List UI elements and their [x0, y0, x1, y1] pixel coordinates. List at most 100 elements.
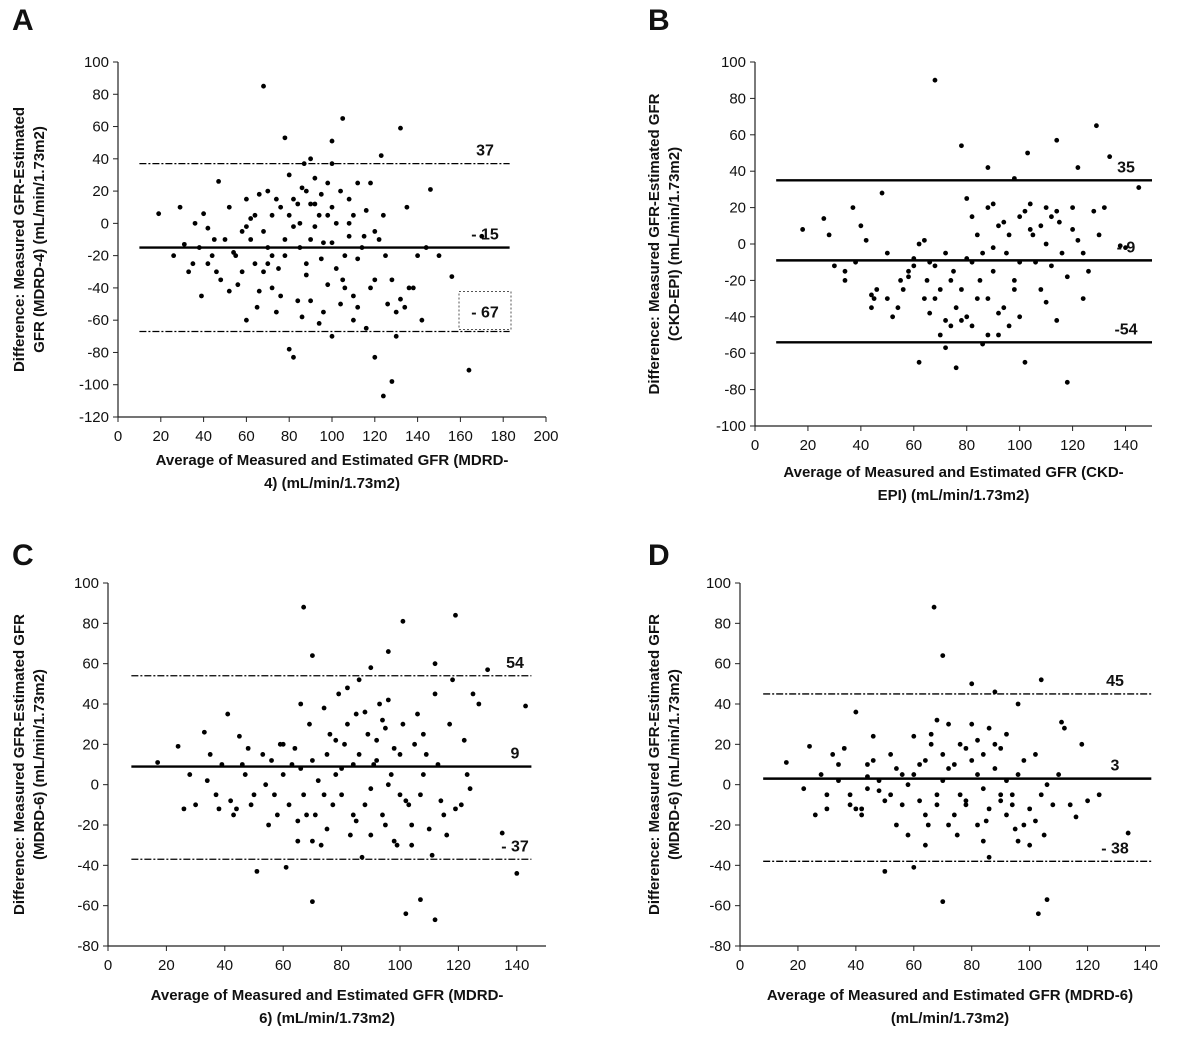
- data-point: [329, 138, 335, 144]
- data-point: [374, 737, 380, 743]
- panel-letter: C: [12, 539, 34, 572]
- data-point: [295, 818, 301, 824]
- data-point: [888, 752, 894, 757]
- data-point: [990, 268, 996, 274]
- y-axis-label-line-1: Difference: Measured GFR-Estimated: [11, 107, 28, 372]
- x-tick-label: 200: [533, 428, 558, 445]
- data-point: [954, 832, 960, 838]
- x-tick-label: 120: [1075, 957, 1100, 974]
- data-point: [304, 812, 309, 818]
- data-point: [269, 212, 275, 218]
- y-tick-label: 60: [92, 119, 109, 136]
- data-point: [321, 240, 326, 246]
- data-point: [1022, 208, 1028, 214]
- data-point: [1011, 176, 1017, 181]
- data-point: [969, 721, 975, 727]
- data-point: [418, 897, 423, 903]
- data-point: [389, 277, 395, 283]
- data-point: [308, 237, 313, 242]
- data-point: [1059, 250, 1065, 256]
- data-point: [932, 263, 938, 269]
- data-point: [265, 188, 271, 194]
- data-point: [959, 318, 964, 323]
- data-point: [301, 161, 307, 167]
- data-point: [312, 224, 318, 229]
- data-point: [1096, 792, 1102, 798]
- y-tick-label: 100: [84, 54, 109, 71]
- y-tick-label: 100: [706, 575, 731, 592]
- y-tick-label: -60: [709, 898, 731, 915]
- data-point: [1062, 725, 1067, 731]
- data-point: [228, 798, 234, 804]
- data-point: [948, 323, 954, 329]
- data-point: [1044, 897, 1050, 903]
- data-point: [342, 253, 348, 259]
- panel-c: C Difference: Measured GFR-Estimated GFR…: [11, 539, 546, 1027]
- plot-area: -100 -80 -60 -40 -20 0 20 40 60 80 100 0 20 40 60 80 100…: [716, 54, 1152, 454]
- data-point: [274, 812, 280, 818]
- data-point: [329, 161, 335, 167]
- data-point: [441, 812, 447, 818]
- data-point: [884, 296, 890, 301]
- data-point: [201, 211, 207, 217]
- data-point: [216, 179, 221, 184]
- data-point: [1107, 154, 1113, 160]
- data-point: [435, 762, 441, 767]
- data-point: [905, 832, 911, 838]
- data-point: [432, 661, 438, 667]
- data-point: [977, 278, 983, 283]
- data-point: [211, 237, 217, 242]
- plot-area: -80 -60 -40 -20 0 20 40 60 80 100 0 20 40 60 80 100 120 1…: [706, 575, 1160, 974]
- data-point: [1021, 758, 1027, 763]
- data-point: [911, 263, 917, 269]
- x-tick-label: 100: [319, 428, 344, 445]
- data-point: [295, 298, 301, 304]
- data-point: [969, 323, 975, 329]
- data-point: [347, 832, 353, 838]
- data-point: [278, 293, 284, 299]
- data-point: [983, 818, 989, 824]
- data-point: [916, 241, 922, 247]
- y-tick-label: 0: [101, 215, 109, 232]
- data-point: [403, 911, 409, 917]
- data-point: [853, 709, 859, 715]
- data-point: [310, 838, 315, 844]
- data-point: [342, 285, 348, 291]
- data-point: [350, 812, 356, 818]
- data-point: [330, 802, 336, 808]
- data-point: [853, 806, 859, 812]
- y-tick-label: 40: [729, 163, 746, 180]
- data-point: [340, 116, 346, 121]
- data-point: [1054, 137, 1060, 143]
- data-point: [310, 758, 315, 763]
- data-point: [219, 762, 225, 767]
- data-point: [368, 665, 374, 671]
- data-point: [1064, 379, 1070, 385]
- data-point: [853, 259, 858, 265]
- data-point: [248, 216, 254, 221]
- data-point: [464, 772, 470, 777]
- data-point: [324, 752, 330, 757]
- data-point: [1117, 243, 1123, 249]
- x-tick-label: 140: [405, 428, 430, 445]
- data-point: [283, 864, 289, 870]
- data-point: [917, 798, 922, 804]
- y-tick-label: 80: [82, 615, 99, 632]
- y-tick-label: 40: [82, 696, 99, 713]
- data-point: [429, 852, 435, 858]
- data-point: [807, 743, 812, 749]
- data-point: [303, 272, 309, 278]
- data-point: [234, 806, 239, 812]
- reference-line-label: 3: [1111, 758, 1120, 775]
- data-point: [423, 752, 429, 757]
- data-point: [325, 212, 331, 218]
- data-point: [269, 758, 274, 763]
- data-point: [298, 701, 304, 707]
- data-point: [177, 204, 183, 210]
- data-point: [346, 220, 352, 226]
- data-point: [963, 798, 969, 804]
- data-point: [282, 135, 288, 141]
- data-point: [980, 250, 986, 256]
- data-point: [922, 842, 928, 848]
- data-point: [226, 288, 232, 294]
